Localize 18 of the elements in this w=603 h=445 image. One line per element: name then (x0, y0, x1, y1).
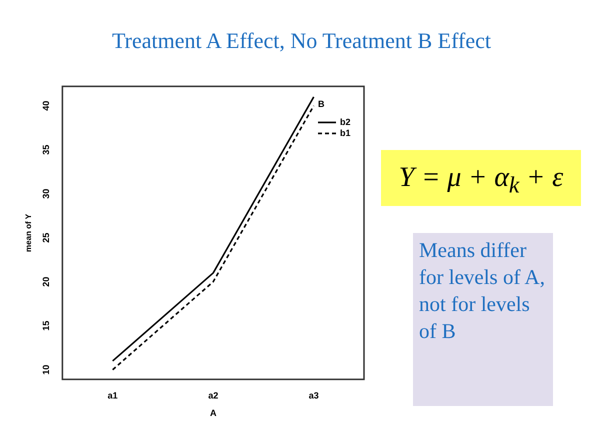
y-tick-label: 20 (40, 276, 51, 287)
x-tick-label: a1 (108, 390, 118, 400)
text: Y = μ + α$_{k}$ + ε (381, 150, 581, 206)
y-tick-label: 15 (40, 320, 51, 331)
legend-label: b1 (340, 128, 351, 138)
y-tick-label: 35 (40, 144, 51, 155)
y-tick-label: 40 (40, 100, 51, 111)
y-axis-title: mean of Y (24, 213, 34, 252)
text: Means differ for levels of A, not for levels of B (413, 233, 553, 406)
legend-title: B (318, 98, 325, 109)
x-tick-label: a2 (208, 390, 218, 400)
chart-title: Treatment A Effect, No Treatment B Effect (110, 28, 492, 54)
x-axis-title: A (210, 408, 217, 418)
y-tick-label: 10 (40, 364, 51, 375)
y-tick-label: 25 (40, 232, 51, 243)
y-tick-label: 30 (40, 188, 51, 199)
x-tick-label: a3 (308, 390, 319, 400)
legend-label: b2 (340, 116, 351, 127)
